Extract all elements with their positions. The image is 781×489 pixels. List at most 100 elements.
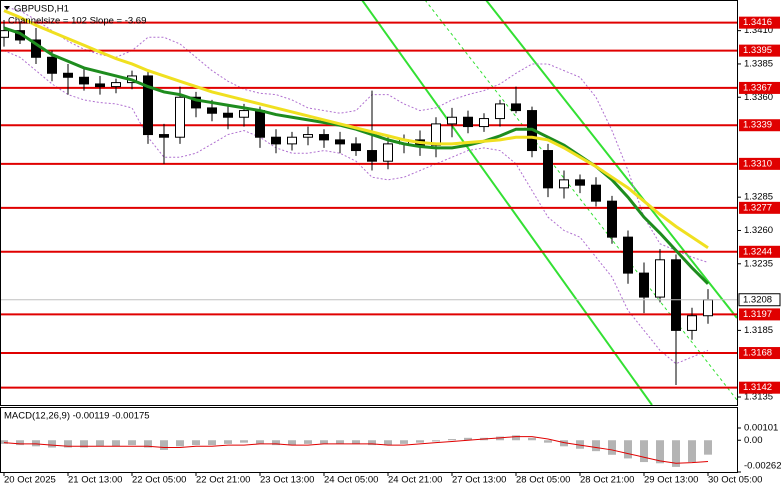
channel-line bbox=[361, 1, 653, 405]
macd-bar bbox=[688, 440, 696, 463]
macd-bar bbox=[416, 440, 424, 443]
macd-bar bbox=[240, 440, 248, 443]
level-label-box bbox=[739, 308, 780, 321]
candle-body bbox=[447, 116, 457, 125]
macd-bar bbox=[224, 440, 232, 444]
level-label-box bbox=[739, 44, 780, 57]
candle-body bbox=[351, 143, 361, 152]
macd-plot-area bbox=[1, 435, 712, 467]
axes: 1.3410 1.3385 1.3360 1.3285 1.3260 1.3235 1.31… bbox=[3, 16, 781, 486]
level-label-box bbox=[739, 81, 780, 94]
macd-bar bbox=[48, 440, 56, 448]
candle-body bbox=[159, 134, 169, 138]
candle-body bbox=[271, 136, 281, 145]
candle-body bbox=[559, 179, 569, 189]
x-tick-label: 21 Oct 13:00 bbox=[68, 475, 122, 486]
macd-bar bbox=[544, 440, 552, 443]
candle-body bbox=[143, 75, 153, 136]
macd-bar bbox=[512, 435, 520, 441]
macd-bar bbox=[464, 437, 472, 441]
candle-body bbox=[111, 82, 121, 88]
level-label: 1.3244 bbox=[743, 246, 772, 257]
macd-signal bbox=[3, 436, 709, 464]
plot-area bbox=[1, 6, 737, 389]
candle-body bbox=[255, 110, 265, 138]
macd-bar bbox=[80, 440, 88, 448]
moving-average bbox=[3, 9, 709, 250]
level-label-box bbox=[739, 381, 780, 394]
x-tick-label: 29 Oct 13:00 bbox=[644, 475, 698, 486]
macd-bar bbox=[384, 440, 392, 446]
level-label-box bbox=[739, 157, 780, 170]
macd-bar bbox=[432, 440, 440, 442]
level-label: 1.3168 bbox=[743, 348, 772, 359]
macd-bar bbox=[208, 440, 216, 446]
band-line bbox=[3, 50, 709, 365]
macd-bar bbox=[560, 440, 568, 447]
x-tick-label: 27 Oct 13:00 bbox=[452, 475, 506, 486]
level-label-box bbox=[739, 119, 780, 132]
macd-bar bbox=[176, 440, 184, 447]
level-label: 1.3339 bbox=[743, 120, 772, 131]
candle-body bbox=[591, 184, 601, 202]
macd-bar bbox=[1, 440, 8, 444]
macd-bar bbox=[272, 440, 280, 446]
candle-body bbox=[191, 96, 201, 109]
level-label: 1.3310 bbox=[743, 158, 772, 169]
candle-body bbox=[95, 83, 105, 88]
candle-body bbox=[463, 116, 473, 128]
macd-bar bbox=[448, 439, 456, 441]
level-label-box bbox=[739, 16, 780, 29]
y-tick-label: 1.3235 bbox=[744, 258, 773, 269]
chart-title: GBPUSD,H1 bbox=[14, 4, 69, 15]
level-label-box bbox=[739, 201, 780, 214]
macd-bar bbox=[128, 440, 136, 446]
x-tick-label: 20 Oct 2025 bbox=[4, 475, 56, 486]
x-tick-label: 28 Oct 21:00 bbox=[580, 475, 634, 486]
macd-bar bbox=[368, 440, 376, 446]
macd-bar bbox=[144, 440, 152, 448]
macd-bar bbox=[288, 440, 296, 446]
candle-body bbox=[607, 200, 617, 238]
title-marker bbox=[4, 6, 10, 10]
candle-body bbox=[79, 76, 89, 85]
channel-midline bbox=[425, 1, 737, 401]
candle-body bbox=[639, 272, 649, 298]
current-price-label: 1.3208 bbox=[743, 294, 772, 305]
candle-body bbox=[655, 259, 665, 298]
main-panel bbox=[0, 0, 738, 406]
chart-subtitle: Channelsize = 102 Slope = -3.69 bbox=[8, 16, 146, 27]
macd-bar bbox=[192, 440, 200, 446]
candle-body bbox=[431, 123, 441, 146]
level-label: 1.3142 bbox=[743, 382, 772, 393]
macd-bar bbox=[656, 440, 664, 464]
macd-bar bbox=[336, 440, 344, 444]
candle-body bbox=[319, 134, 329, 141]
macd-bar bbox=[96, 440, 104, 447]
macd-bar bbox=[304, 440, 312, 444]
current-price-box bbox=[738, 293, 781, 307]
macd-title: MACD(12,26,9) -0.00119 -0.00175 bbox=[4, 411, 150, 422]
candle-body bbox=[223, 112, 233, 118]
y-tick-label: 1.3285 bbox=[744, 192, 773, 203]
x-tick-label: 23 Oct 13:00 bbox=[260, 475, 314, 486]
x-tick-label: 28 Oct 05:00 bbox=[516, 475, 570, 486]
macd-bar bbox=[640, 440, 648, 463]
y-tick-label: 1.3135 bbox=[744, 392, 773, 403]
candle-body bbox=[367, 150, 377, 162]
x-tick-label: 24 Oct 21:00 bbox=[388, 475, 442, 486]
y-tick-label: 1.3260 bbox=[744, 225, 773, 236]
macd-bar bbox=[160, 440, 168, 450]
candle-body bbox=[335, 139, 345, 145]
level-label: 1.3416 bbox=[743, 17, 772, 28]
macd-bar bbox=[608, 440, 616, 455]
candle-body bbox=[623, 236, 633, 274]
candle-body bbox=[479, 118, 489, 128]
x-tick-label: 22 Oct 21:00 bbox=[196, 475, 250, 486]
y-tick-label: 1.3360 bbox=[744, 92, 773, 103]
level-label-box bbox=[739, 347, 780, 360]
macd-bar bbox=[496, 436, 504, 441]
macd-bar bbox=[400, 440, 408, 444]
candle-body bbox=[47, 56, 57, 74]
